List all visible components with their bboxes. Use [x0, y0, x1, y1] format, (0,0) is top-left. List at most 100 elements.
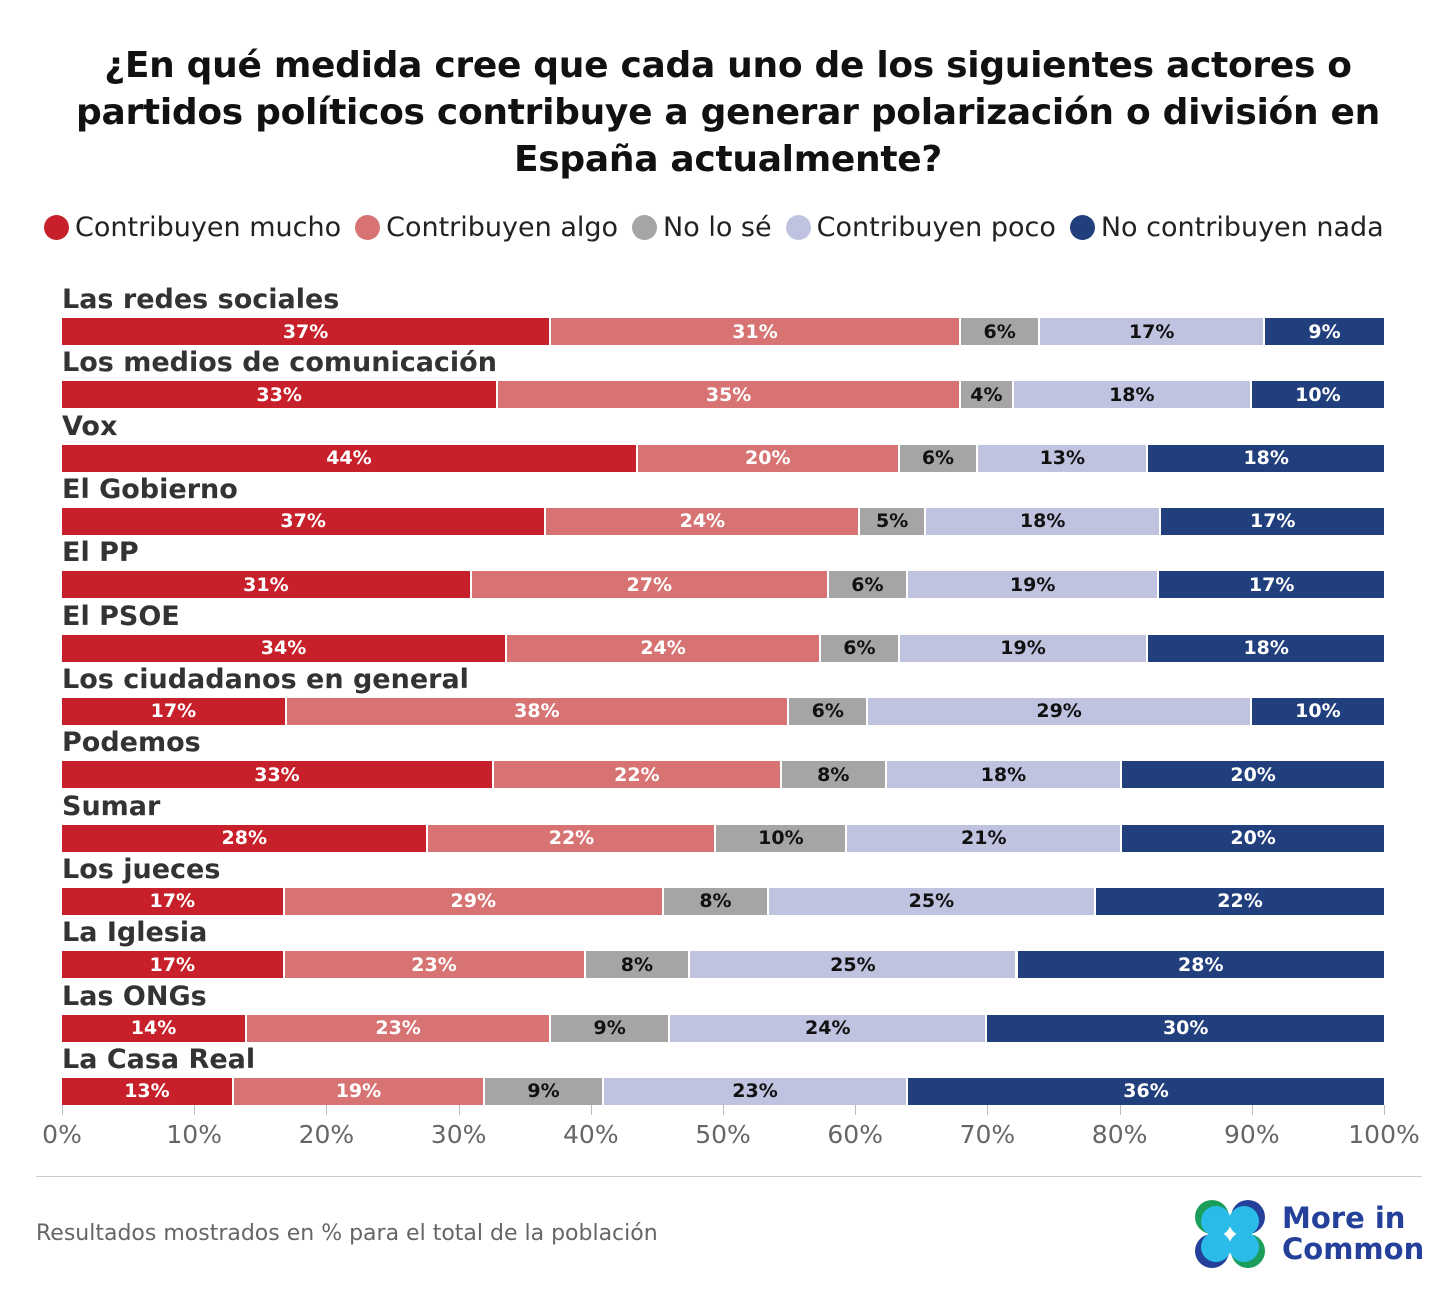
- bar-segment: 10%: [1251, 381, 1384, 409]
- data-label: 24%: [640, 637, 686, 660]
- data-label: 35%: [705, 383, 752, 406]
- logo-text-line1: More in: [1282, 1201, 1406, 1235]
- data-label: 36%: [1123, 1080, 1169, 1103]
- data-label: 14%: [130, 1017, 177, 1040]
- bar-segment: 25%: [768, 887, 1097, 915]
- bar-segment: 23%: [604, 1077, 909, 1105]
- data-label: 21%: [961, 827, 1007, 850]
- category-label: Sumar: [62, 790, 161, 822]
- data-label: 19%: [335, 1080, 382, 1103]
- x-tick-label: 60%: [827, 1120, 883, 1149]
- bar-segment: 19%: [908, 571, 1160, 599]
- data-label: 5%: [876, 510, 909, 533]
- bar-segment: 24%: [546, 507, 861, 535]
- bar-segment: 33%: [62, 761, 494, 789]
- stacked-bar-chart: Las redes sociales 37% 31% 6% 17% 9% Los medio…: [42, 284, 1420, 1149]
- data-label: 17%: [149, 953, 195, 976]
- tick-mark: [1119, 1105, 1121, 1115]
- logo-icon: [1195, 1200, 1265, 1268]
- data-label: 6%: [843, 637, 876, 660]
- data-label: 6%: [851, 573, 884, 596]
- data-label: 13%: [124, 1080, 170, 1103]
- bar-segment: 29%: [868, 697, 1252, 725]
- legend-label: No contribuyen nada: [1100, 212, 1384, 243]
- data-label: 25%: [830, 953, 876, 976]
- bar-segment: 13%: [978, 444, 1149, 472]
- data-label: 19%: [1009, 573, 1056, 596]
- bar-segment: 6%: [828, 571, 909, 599]
- data-label: 34%: [260, 637, 307, 660]
- category-label: La Iglesia: [62, 917, 208, 949]
- category-label: El Gobierno: [62, 473, 238, 505]
- data-label: 6%: [811, 700, 844, 723]
- category-label: Las ONGs: [62, 980, 207, 1012]
- legend-swatch: [785, 215, 811, 240]
- legend-swatch: [355, 215, 381, 240]
- bar-segment: 9%: [485, 1077, 604, 1105]
- data-label: 13%: [1039, 447, 1086, 470]
- data-label: 27%: [626, 573, 673, 596]
- bar-segment: 33%: [62, 381, 499, 409]
- data-label: 17%: [1128, 320, 1175, 343]
- data-label: 23%: [375, 1017, 421, 1040]
- bar-segment: 4%: [960, 381, 1014, 409]
- category-label: El PSOE: [62, 600, 180, 632]
- bar-segment: 28%: [62, 824, 429, 852]
- bar-segment: 25%: [690, 951, 1018, 979]
- data-label: 29%: [1036, 700, 1082, 723]
- data-label: 23%: [411, 953, 457, 976]
- data-label: 44%: [326, 447, 372, 470]
- data-label: 6%: [983, 320, 1016, 343]
- tick-mark: [194, 1105, 196, 1115]
- tick-mark: [1251, 1105, 1253, 1115]
- data-label: 28%: [221, 827, 267, 850]
- tick-mark: [590, 1105, 592, 1115]
- x-tick-label: 10%: [166, 1120, 222, 1149]
- data-label: 18%: [980, 763, 1027, 786]
- bar-segment: 14%: [62, 1014, 248, 1042]
- footnote: Resultados mostrados en % para el total …: [36, 1221, 658, 1246]
- legend-swatch: [44, 215, 69, 240]
- data-label: 9%: [593, 1017, 626, 1040]
- bar-segment: 13%: [62, 1077, 234, 1105]
- category-label: Los ciudadanos en general: [62, 663, 469, 695]
- bar-segment: 22%: [493, 761, 782, 789]
- data-label: 30%: [1162, 1017, 1209, 1040]
- bar-segment: 38%: [286, 697, 790, 725]
- data-label: 4%: [970, 383, 1003, 406]
- legend-swatch: [632, 215, 658, 240]
- data-label: 8%: [699, 890, 732, 913]
- tick-mark: [326, 1105, 328, 1115]
- bar-segment: 17%: [1040, 318, 1265, 345]
- x-tick-label: 90%: [1224, 1120, 1280, 1149]
- legend-item: Contribuyen algo: [355, 212, 618, 243]
- bar-segment: 34%: [62, 634, 508, 662]
- bar-segment: 18%: [1013, 381, 1252, 409]
- bar-segment: 35%: [498, 381, 961, 409]
- x-tick-label: 40%: [563, 1120, 619, 1149]
- logo-text-line2: Common: [1282, 1232, 1425, 1266]
- bar-segment: 24%: [507, 634, 822, 662]
- bar-segment: 19%: [233, 1077, 486, 1105]
- data-label: 24%: [805, 1017, 851, 1040]
- bar-segment: 23%: [247, 1014, 552, 1042]
- bar-segment: 23%: [284, 951, 586, 979]
- data-label: 17%: [1248, 573, 1295, 596]
- data-label: 18%: [1019, 510, 1066, 533]
- bar-segment: 18%: [886, 761, 1123, 789]
- bar-segment: 19%: [899, 634, 1149, 662]
- data-label: 18%: [1109, 383, 1155, 406]
- data-label: 22%: [1217, 890, 1263, 913]
- category-label: Los jueces: [62, 853, 221, 885]
- data-label: 18%: [1243, 447, 1289, 470]
- x-tick-label: 30%: [430, 1120, 487, 1149]
- bar-segment: 22%: [1096, 887, 1384, 915]
- bar-segment: 20%: [637, 444, 900, 472]
- bar-segment: 17%: [62, 887, 285, 915]
- bar-segment: 9%: [1265, 318, 1384, 345]
- bar-segment: 17%: [1161, 507, 1384, 535]
- category-label: Los medios de comunicación: [62, 347, 497, 379]
- x-tick-label: 70%: [959, 1120, 1016, 1149]
- bar-segment: 18%: [1148, 444, 1384, 472]
- bar-segment: 31%: [551, 318, 961, 345]
